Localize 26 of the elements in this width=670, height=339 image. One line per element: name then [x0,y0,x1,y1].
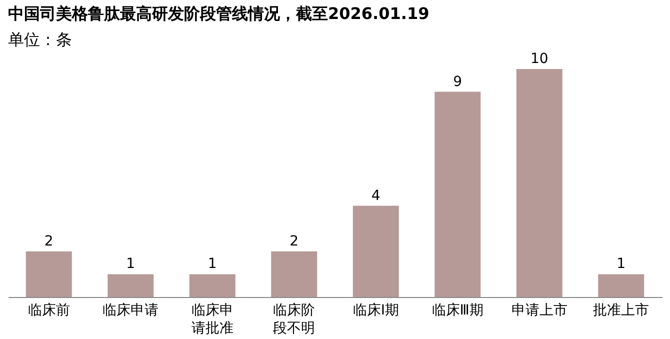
bar [516,69,562,297]
x-tick-label: 临床前 [28,302,70,318]
data-label: 1 [126,256,136,272]
bar [108,274,154,297]
x-tick-label: 临床申请批准 [191,302,234,336]
bar [352,206,399,297]
x-tick-label: 临床阶段不明 [273,302,316,336]
x-tick-label: 批准上市 [593,302,650,318]
x-tick-label: 临床申请 [102,302,159,318]
bar [26,251,72,297]
data-label: 2 [290,233,299,250]
x-tick-label: 临床Ⅲ期 [432,302,484,318]
x-tick-label: 申请上市 [511,302,568,318]
data-label: 4 [371,188,380,204]
data-label: 9 [453,74,462,90]
bar [189,274,236,297]
data-label: 1 [208,256,217,272]
chart-subtitle: 单位：条 [8,30,72,49]
data-label: 10 [530,51,548,67]
data-label: 2 [44,233,54,250]
x-tick-label: 临床Ⅰ期 [352,302,399,318]
chart-title: 中国司美格鲁肽最高研发阶段管线情况，截至2026.01.19 [8,4,430,23]
data-label: 1 [616,256,626,272]
bar [271,251,318,297]
bar [598,274,644,297]
bar [434,92,481,297]
